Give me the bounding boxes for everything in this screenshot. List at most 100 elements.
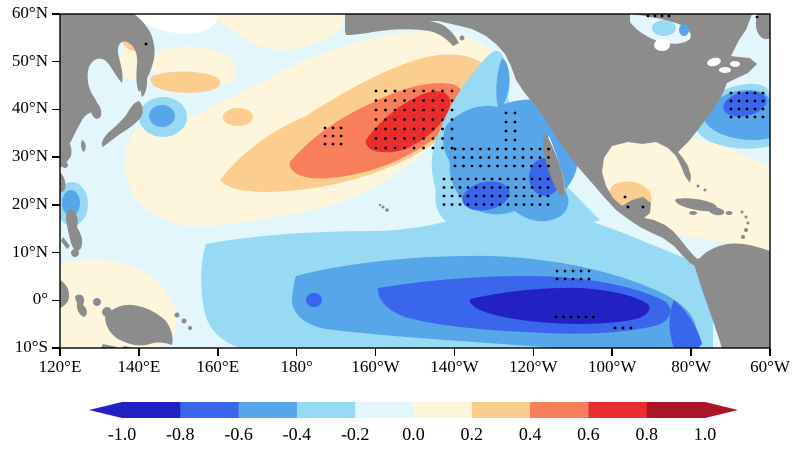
land-solomon-1 (174, 312, 180, 318)
y-tick (52, 299, 60, 302)
colorbar-tick-label: 0.8 (635, 424, 658, 444)
colorbar-band (588, 402, 648, 418)
colorbar-band (530, 402, 589, 418)
x-tick (453, 348, 456, 356)
land-indochina (60, 172, 66, 193)
land-puerto-rico (725, 211, 733, 215)
land-antilles-1 (740, 210, 744, 214)
land-asia (60, 14, 155, 157)
colorbar-tick-label: -1.0 (108, 424, 137, 444)
x-tick (217, 348, 219, 356)
y-tick-label: 30°N (11, 146, 48, 166)
land-hawaii-1 (378, 203, 382, 207)
hudson-bay-cold (652, 20, 676, 36)
great-lake-2 (719, 67, 731, 73)
land-china-coast-s (60, 133, 72, 168)
landmasses (60, 14, 770, 348)
x-tick-label: 160°E (196, 357, 240, 376)
x-tick-label: 140°E (117, 357, 161, 376)
great-lake-3 (730, 61, 740, 67)
land-hispaniola (708, 207, 725, 216)
x-tick (769, 348, 771, 356)
great-lake-1 (707, 57, 721, 67)
land-bahamas-1 (696, 184, 700, 188)
y-tick-label: 20°N (11, 193, 48, 213)
colorbar-band (180, 402, 240, 418)
x-tick-label: 100°W (588, 357, 637, 376)
colorbar-tick-label: -0.6 (224, 424, 253, 444)
land-solomon-2 (181, 318, 187, 324)
colorbar-band (355, 402, 414, 418)
land-philippines (66, 209, 83, 251)
map-canvas (59, 13, 771, 349)
y-tick-label: 0° (32, 289, 48, 309)
james-bay-white (654, 39, 670, 51)
colorbar-extend-high (705, 402, 738, 418)
land-sakhalin (139, 58, 147, 97)
x-tick (611, 348, 613, 356)
y-tick-label: 50°N (11, 50, 48, 70)
colorbar-tick-label: 0.0 (402, 424, 425, 444)
colorbar-tick-label: 1.0 (694, 424, 717, 444)
arctic-white-patch (134, 14, 218, 34)
land-north-america (345, 14, 757, 267)
colorbar-band (413, 402, 473, 418)
land-hawaii-2 (381, 205, 385, 209)
colorbar-tick-label: -0.8 (166, 424, 195, 444)
land-taiwan (80, 140, 86, 152)
colorbar-band (122, 402, 181, 418)
x-tick-label: 120°W (509, 357, 558, 376)
x-tick-label: 160°W (351, 357, 400, 376)
land-halmahera (93, 298, 101, 306)
y-tick (52, 108, 60, 111)
land-greenland (755, 14, 770, 40)
y-tick (52, 60, 60, 63)
y-tick-label: 60°N (11, 3, 48, 22)
land-timor (101, 344, 117, 348)
y-tick (52, 156, 60, 158)
y-tick (52, 13, 60, 15)
land-antilles-5 (741, 235, 745, 239)
x-tick-label: 140°W (430, 357, 479, 376)
colorbar-tick-label: -0.2 (341, 424, 370, 444)
colorbar-band (471, 402, 531, 418)
x-tick-label: 60°W (750, 357, 790, 376)
hudson-bay-cold-core (679, 24, 689, 36)
land-borneo (60, 280, 70, 308)
x-tick (138, 348, 140, 356)
colorbar-band (238, 402, 298, 418)
land-new-guinea (105, 304, 173, 346)
land-sulawesi (75, 294, 87, 317)
land-antilles-3 (746, 221, 750, 225)
land-mindanao (71, 249, 79, 257)
y-tick-label: 10°N (11, 241, 48, 261)
colorbar-band (296, 402, 356, 418)
x-tick (374, 348, 377, 356)
land-korea (90, 101, 102, 119)
land-bahamas-2 (703, 188, 707, 192)
colorbar: -1.0 -0.8 -0.6 -0.4 -0.2 0.0 0.2 0.4 0.6 0.8 1.0 (89, 402, 738, 444)
land-south-america (694, 243, 770, 348)
land-antilles-2 (744, 215, 748, 219)
map-layers (60, 14, 770, 348)
colorbar-tick-label: 0.4 (519, 424, 542, 444)
land-antilles-4 (744, 228, 748, 232)
land-kodiak (459, 35, 465, 41)
y-tick (52, 347, 60, 349)
inland-water (630, 14, 740, 73)
colorbar-band (646, 402, 706, 418)
colorbar-tick-label: 0.2 (461, 424, 484, 444)
land-hainan (62, 162, 68, 168)
x-tick (59, 348, 61, 356)
x-tick (690, 348, 692, 356)
x-tick (532, 348, 535, 356)
land-solomon-3 (188, 326, 192, 330)
colorbar-tick-label: 0.6 (577, 424, 600, 444)
x-tick-label: 120°E (38, 357, 82, 376)
x-tick-label: 80°W (671, 357, 712, 376)
land-palawan (61, 237, 70, 249)
y-tick (52, 251, 60, 254)
x-tick (295, 348, 298, 356)
y-tick-label: 10°S (14, 337, 48, 356)
